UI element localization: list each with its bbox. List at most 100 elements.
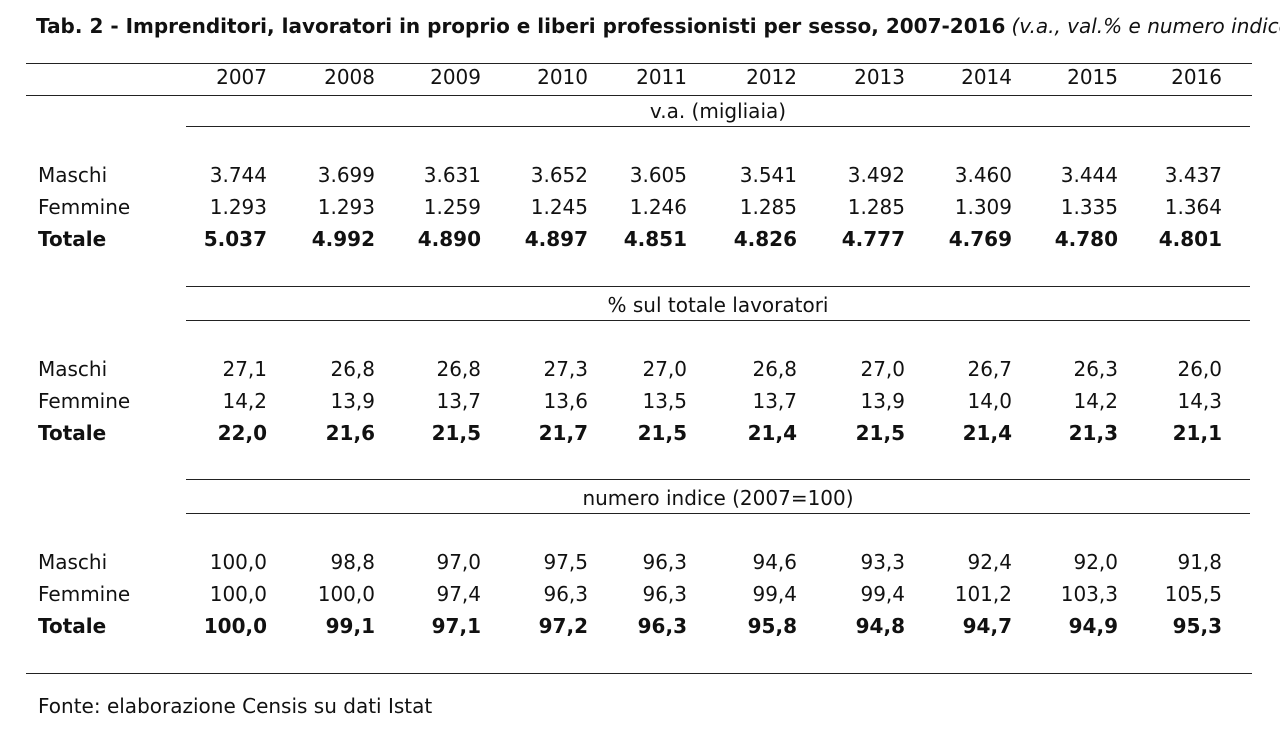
table-cell: 97,4: [436, 582, 481, 606]
table-bottom-rule: [26, 673, 1252, 674]
table-cell: 1.245: [530, 195, 588, 219]
table-cell: 3.460: [954, 163, 1012, 187]
table-cell: 4.992: [311, 227, 375, 251]
table-cell: 13,7: [436, 389, 481, 413]
table-cell: 4.851: [623, 227, 687, 251]
table-cell: 4.777: [841, 227, 905, 251]
table-cell: 1.259: [423, 195, 481, 219]
table-cell: 13,9: [860, 389, 905, 413]
table-cell: 14,2: [222, 389, 267, 413]
table-cell: 1.285: [847, 195, 905, 219]
table-cell: 95,3: [1172, 614, 1222, 638]
section-rule: [186, 513, 1250, 514]
column-header-2014: 2014: [961, 65, 1012, 89]
table-cell: 96,3: [642, 550, 687, 574]
table-cell: 105,5: [1164, 582, 1222, 606]
table-cell: 3.437: [1164, 163, 1222, 187]
table-cell: 21,5: [431, 421, 481, 445]
table-cell: 94,9: [1068, 614, 1118, 638]
table-cell: 26,8: [752, 357, 797, 381]
table-cell: 27,1: [222, 357, 267, 381]
column-header-2007: 2007: [216, 65, 267, 89]
row-label: Femmine: [38, 582, 131, 606]
table-cell: 21,4: [962, 421, 1012, 445]
source-note: Fonte: elaborazione Censis su dati Istat: [38, 694, 433, 718]
row-label: Femmine: [38, 195, 131, 219]
table-cell: 13,7: [752, 389, 797, 413]
table-cell: 3.444: [1060, 163, 1118, 187]
table-cell: 3.541: [739, 163, 797, 187]
table-cell: 92,0: [1073, 550, 1118, 574]
table-title-main: Tab. 2 - Imprenditori, lavoratori in pro…: [36, 14, 1006, 38]
section-header: numero indice (2007=100): [582, 486, 854, 510]
table-cell: 26,8: [436, 357, 481, 381]
header-rule: [26, 95, 1252, 96]
table-cell: 26,7: [967, 357, 1012, 381]
table-cell: 94,6: [752, 550, 797, 574]
table-cell: 94,7: [962, 614, 1012, 638]
table-cell: 100,0: [203, 614, 267, 638]
table-cell: 1.246: [629, 195, 687, 219]
table-title-subtitle: (v.a., val.% e numero indice): [1011, 14, 1280, 38]
table-cell: 27,0: [860, 357, 905, 381]
table-cell: 14,2: [1073, 389, 1118, 413]
column-header-2009: 2009: [430, 65, 481, 89]
table-cell: 91,8: [1177, 550, 1222, 574]
table-cell: 21,5: [855, 421, 905, 445]
table-cell: 101,2: [954, 582, 1012, 606]
table-cell: 4.801: [1158, 227, 1222, 251]
table-cell: 14,3: [1177, 389, 1222, 413]
table-cell: 100,0: [209, 550, 267, 574]
table-cell: 3.631: [423, 163, 481, 187]
table-cell: 21,4: [747, 421, 797, 445]
table-cell: 96,3: [543, 582, 588, 606]
table-cell: 5.037: [203, 227, 267, 251]
table-cell: 93,3: [860, 550, 905, 574]
table-cell: 98,8: [330, 550, 375, 574]
table-cell: 27,0: [642, 357, 687, 381]
table-cell: 21,5: [637, 421, 687, 445]
table-cell: 1.309: [954, 195, 1012, 219]
table-cell: 3.492: [847, 163, 905, 187]
table-cell: 99,4: [860, 582, 905, 606]
section-separator-rule: [186, 479, 1250, 480]
table-top-rule: [26, 63, 1252, 64]
table-title: Tab. 2 - Imprenditori, lavoratori in pro…: [36, 14, 1280, 38]
table-cell: 99,4: [752, 582, 797, 606]
section-header: % sul totale lavoratori: [607, 293, 829, 317]
column-header-2012: 2012: [746, 65, 797, 89]
table-cell: 21,3: [1068, 421, 1118, 445]
table-cell: 3.605: [629, 163, 687, 187]
table-cell: 97,2: [538, 614, 588, 638]
column-header-2010: 2010: [537, 65, 588, 89]
row-label: Maschi: [38, 550, 108, 574]
table-cell: 1.293: [317, 195, 375, 219]
table-cell: 4.826: [733, 227, 797, 251]
section-rule: [186, 320, 1250, 321]
row-label: Maschi: [38, 357, 108, 381]
table-cell: 97,5: [543, 550, 588, 574]
section-header: v.a. (migliaia): [649, 99, 787, 123]
column-header-2016: 2016: [1171, 65, 1222, 89]
table-cell: 92,4: [967, 550, 1012, 574]
table-cell: 26,8: [330, 357, 375, 381]
row-label: Totale: [38, 614, 107, 638]
table-cell: 22,0: [217, 421, 267, 445]
table-cell: 14,0: [967, 389, 1012, 413]
row-label: Totale: [38, 227, 107, 251]
table-cell: 1.285: [739, 195, 797, 219]
section-separator-rule: [186, 286, 1250, 287]
table-cell: 26,0: [1177, 357, 1222, 381]
table-cell: 21,7: [538, 421, 588, 445]
column-header-2015: 2015: [1067, 65, 1118, 89]
table-cell: 13,9: [330, 389, 375, 413]
table-cell: 100,0: [209, 582, 267, 606]
column-header-2011: 2011: [636, 65, 687, 89]
table-cell: 100,0: [317, 582, 375, 606]
table-cell: 1.335: [1060, 195, 1118, 219]
table-cell: 4.897: [524, 227, 588, 251]
table-cell: 26,3: [1073, 357, 1118, 381]
table-cell: 21,6: [325, 421, 375, 445]
column-header-2008: 2008: [324, 65, 375, 89]
table-cell: 103,3: [1060, 582, 1118, 606]
